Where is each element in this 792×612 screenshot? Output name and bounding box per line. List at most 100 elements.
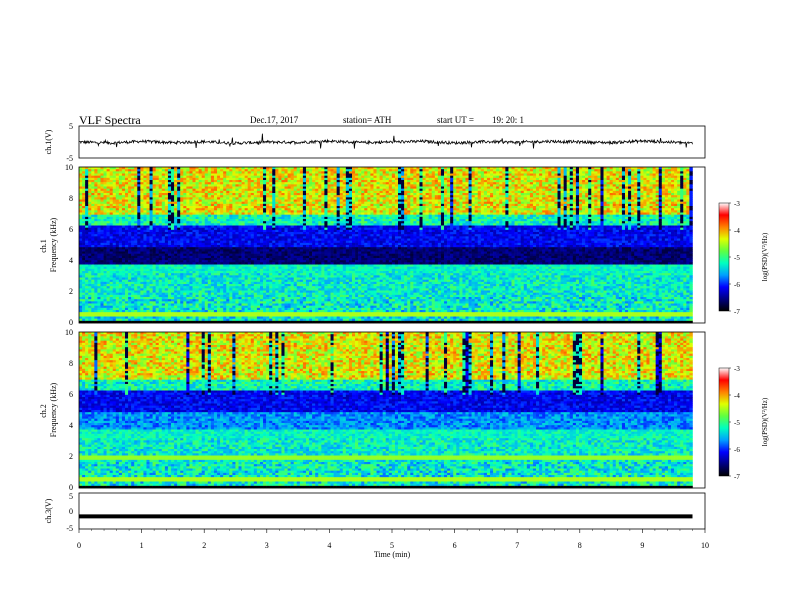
- spectrogram-cell: [94, 239, 97, 241]
- spectrogram-cell: [251, 258, 254, 260]
- spectrogram-cell: [156, 191, 159, 193]
- spectrogram-cell: [226, 284, 229, 286]
- spectrogram-cell: [165, 282, 168, 284]
- spectrogram-cell: [260, 275, 263, 277]
- spectrogram-cell: [223, 299, 226, 301]
- spectrogram-cell: [186, 200, 189, 202]
- spectrogram-cell: [254, 286, 257, 288]
- spectrogram-cell: [251, 254, 254, 256]
- spectrogram-cell: [128, 234, 131, 236]
- spectrogram-cell: [285, 191, 288, 193]
- spectrogram-cell: [285, 267, 288, 269]
- spectrogram-cell: [288, 293, 291, 295]
- spectrogram-cell: [217, 187, 220, 189]
- spectrogram-cell: [183, 247, 186, 249]
- spectrogram-cell: [137, 317, 140, 319]
- spectrogram-cell: [137, 174, 140, 176]
- spectrogram-cell: [288, 310, 291, 312]
- spectrogram-cell: [174, 256, 177, 258]
- spectrogram-cell: [131, 282, 134, 284]
- spectrogram-cell: [257, 247, 260, 249]
- spectrogram-cell: [229, 210, 232, 212]
- spectrogram-cell: [235, 291, 238, 293]
- spectrogram-cell: [122, 178, 125, 180]
- spectrogram-cell: [134, 213, 137, 215]
- spectrogram-cell: [248, 236, 251, 238]
- spectrogram-cell: [263, 278, 266, 280]
- spectrogram-cell: [205, 200, 208, 202]
- spectrogram-cell: [186, 275, 189, 277]
- spectrogram-cell: [119, 278, 122, 280]
- spectrogram-cell: [254, 230, 257, 232]
- spectrogram-cell: [211, 262, 214, 264]
- spectrogram-cell: [254, 217, 257, 219]
- spectrogram-cell: [82, 206, 85, 208]
- spectrogram-cell: [113, 288, 116, 290]
- spectrogram-cell: [79, 176, 82, 178]
- spectrogram-cell: [97, 193, 100, 195]
- spectrogram-cell: [162, 187, 165, 189]
- spectrogram-cell: [214, 317, 217, 319]
- spectrogram-cell: [85, 200, 88, 202]
- spectrogram-cell: [140, 297, 143, 299]
- spectrogram-cell: [85, 187, 88, 189]
- spectrogram-cell: [205, 191, 208, 193]
- spectrogram-cell: [278, 204, 281, 206]
- spectrogram-cell: [263, 306, 266, 308]
- spectrogram-cell: [189, 262, 192, 264]
- spectrogram-cell: [143, 208, 146, 210]
- spectrogram-cell: [79, 234, 82, 236]
- spectrogram-cell: [248, 295, 251, 297]
- spectrogram-cell: [104, 234, 107, 236]
- spectrogram-cell: [239, 171, 242, 173]
- spectrogram-cell: [183, 262, 186, 264]
- spectrogram-cell: [226, 271, 229, 273]
- spectrogram-cell: [281, 187, 284, 189]
- spectrogram-cell: [91, 262, 94, 264]
- spectrogram-cell: [263, 312, 266, 314]
- spectrogram-cell: [220, 314, 223, 316]
- spectrogram-cell: [180, 282, 183, 284]
- spectrogram-cell: [183, 191, 186, 193]
- spectrogram-cell: [116, 176, 119, 178]
- spectrogram-cell: [254, 182, 257, 184]
- spectrogram-cell: [275, 299, 278, 301]
- spectrogram-cell: [150, 288, 153, 290]
- spectrogram-cell: [88, 223, 91, 225]
- spectrogram-cell: [223, 210, 226, 212]
- spectrogram-cell: [104, 236, 107, 238]
- spectrogram-cell: [183, 236, 186, 238]
- spectrogram-cell: [242, 176, 245, 178]
- spectrogram-cell: [177, 249, 180, 251]
- spectrogram-cell: [205, 180, 208, 182]
- spectrogram-cell: [257, 180, 260, 182]
- spectrogram-cell: [232, 299, 235, 301]
- spectrogram-cell: [214, 297, 217, 299]
- spectrogram-cell: [116, 301, 119, 303]
- spectrogram-cell: [217, 299, 220, 301]
- spectrogram-cell: [143, 243, 146, 245]
- spectrogram-cell: [220, 286, 223, 288]
- spectrogram-cell: [260, 221, 263, 223]
- spectrogram-cell: [177, 195, 180, 197]
- spectrogram-cell: [131, 217, 134, 219]
- spectrogram-cell: [245, 208, 248, 210]
- spectrogram-cell: [275, 234, 278, 236]
- spectrogram-cell: [85, 236, 88, 238]
- spectrogram-cell: [88, 260, 91, 262]
- spectrogram-cell: [140, 301, 143, 303]
- spectrogram-cell: [171, 271, 174, 273]
- spectrogram-cell: [229, 193, 232, 195]
- spectrogram-cell: [266, 314, 269, 316]
- spectrogram-cell: [278, 317, 281, 319]
- spectrogram-cell: [285, 275, 288, 277]
- spectrogram-cell: [278, 226, 281, 228]
- spectrogram-cell: [199, 262, 202, 264]
- spectrogram-cell: [226, 171, 229, 173]
- spectrogram-cell: [251, 265, 254, 267]
- spectrogram-cell: [140, 306, 143, 308]
- spectrogram-cell: [174, 243, 177, 245]
- spectrogram-cell: [140, 319, 143, 321]
- spectrogram-cell: [119, 213, 122, 215]
- spectrogram-cell: [150, 182, 153, 184]
